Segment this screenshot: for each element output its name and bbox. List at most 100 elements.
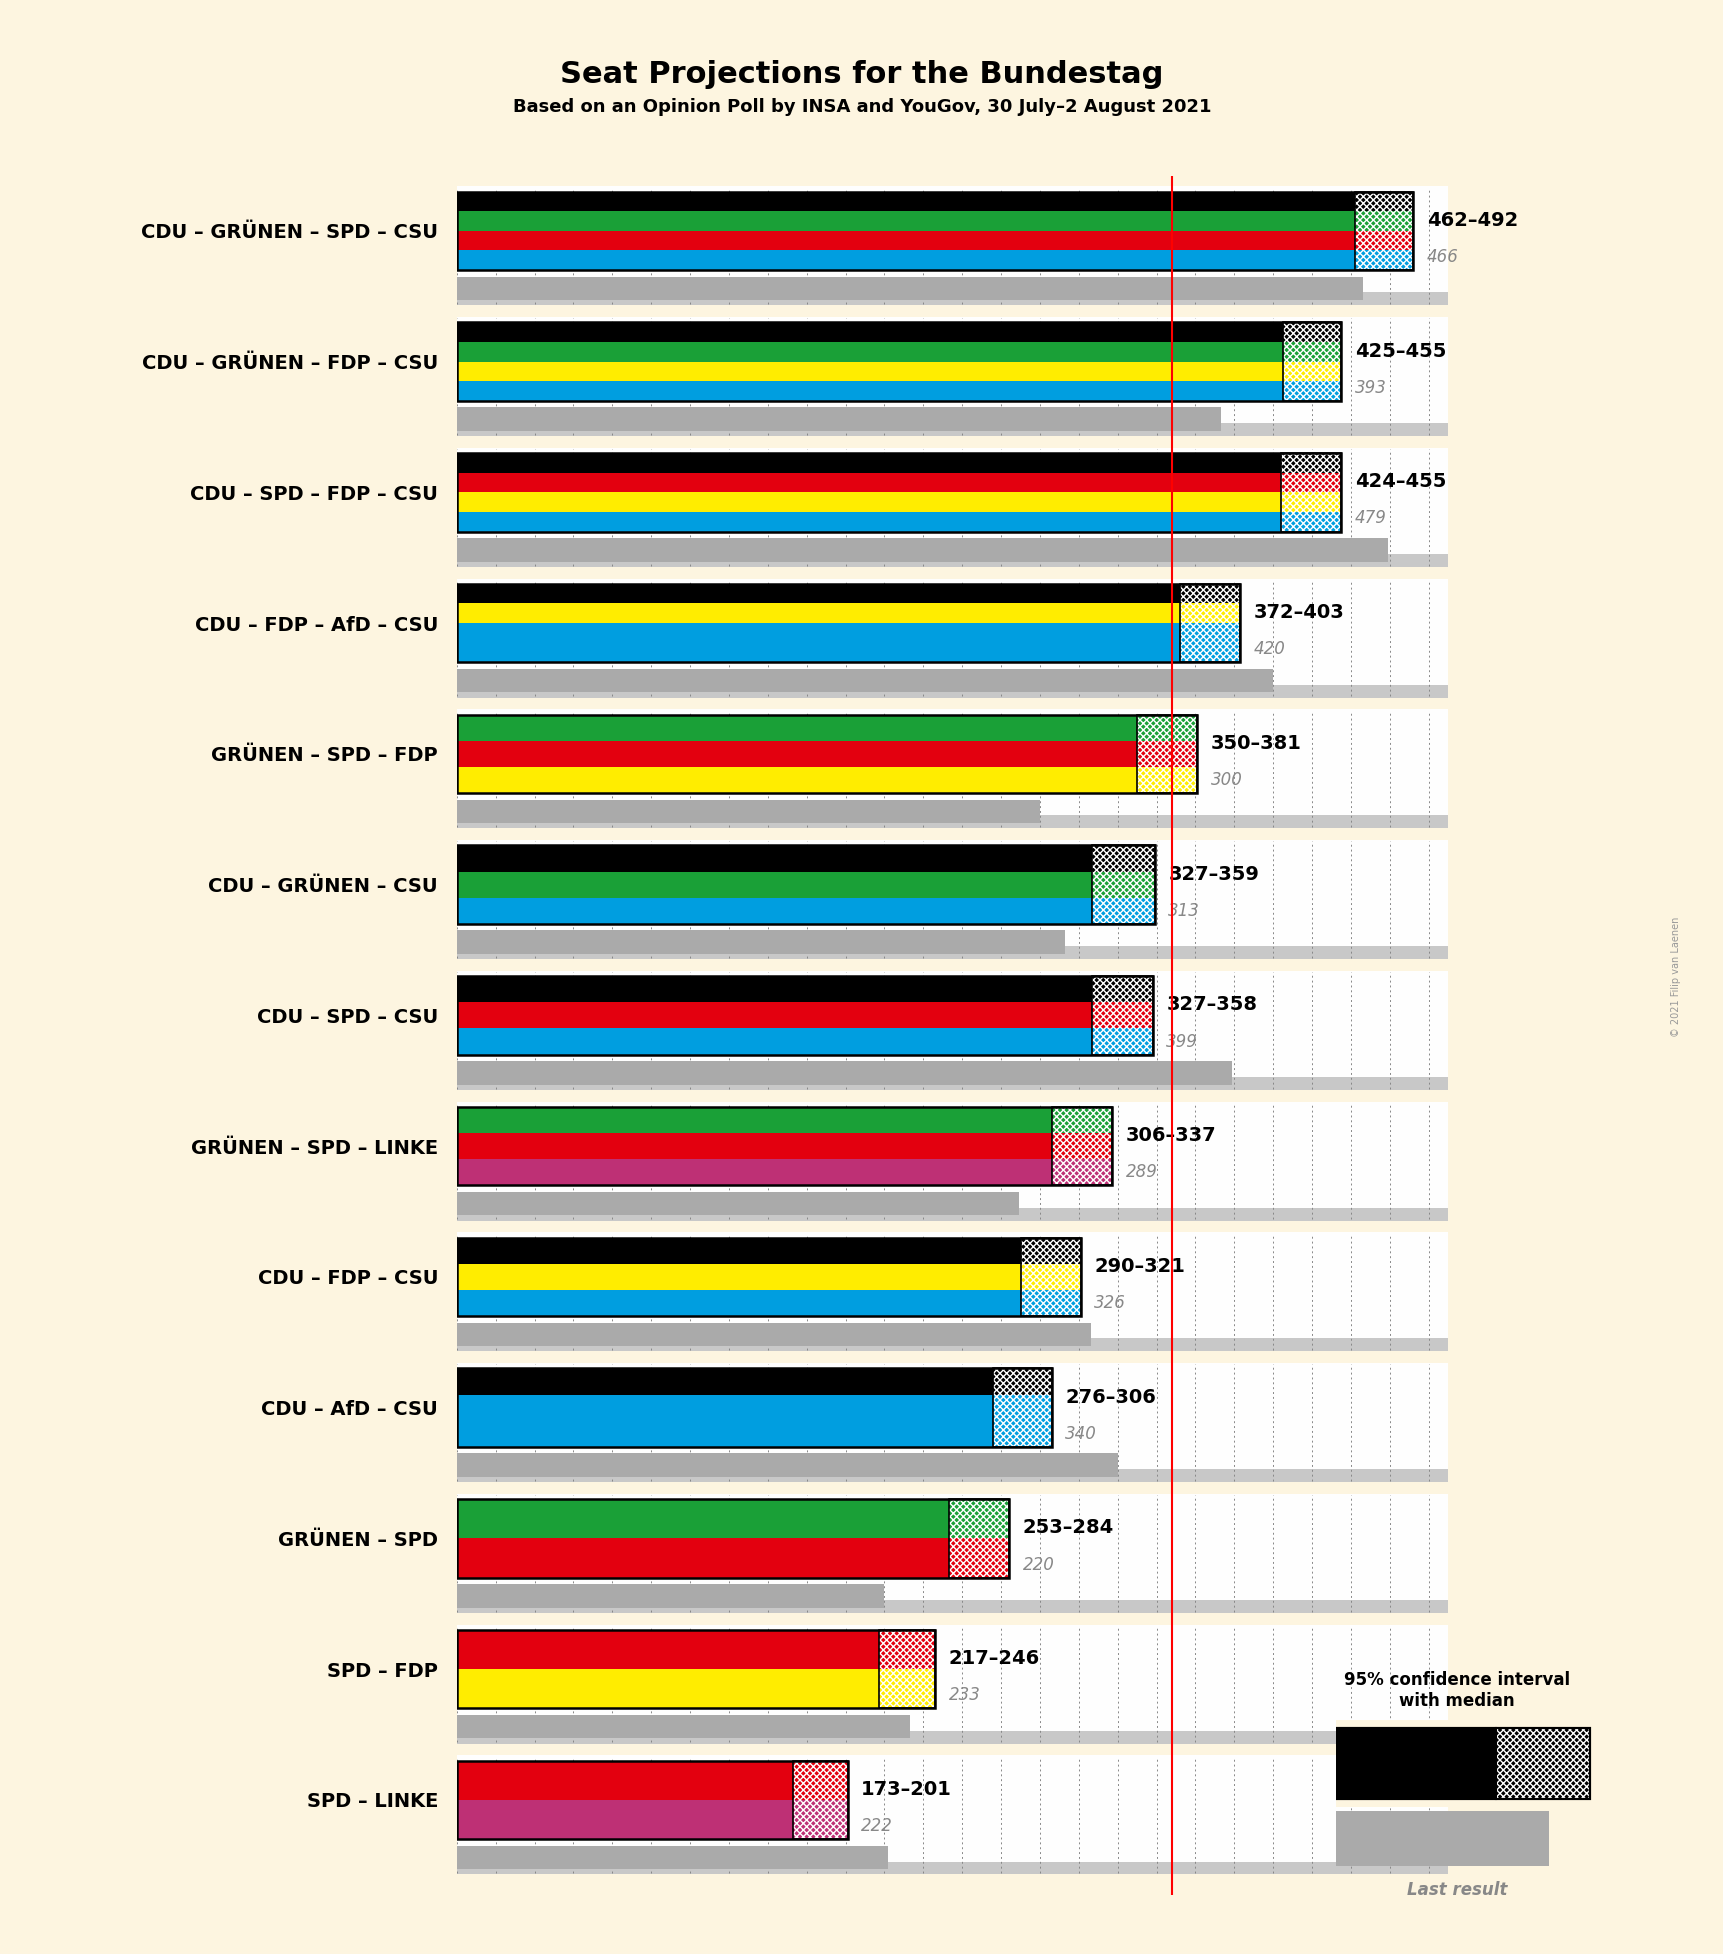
Text: 425–455: 425–455 bbox=[1354, 342, 1446, 361]
Bar bbox=[1282, 322, 1340, 401]
Bar bbox=[457, 1669, 879, 1708]
Text: 420: 420 bbox=[1253, 641, 1285, 658]
Bar bbox=[457, 846, 1154, 924]
Bar bbox=[992, 1421, 1051, 1446]
Bar bbox=[457, 537, 1387, 561]
Bar bbox=[457, 1538, 948, 1577]
Bar bbox=[457, 840, 1447, 946]
Bar bbox=[1282, 361, 1340, 381]
Bar bbox=[457, 1159, 1051, 1186]
Bar bbox=[457, 1338, 1447, 1352]
Text: 479: 479 bbox=[1354, 510, 1385, 528]
Bar bbox=[1092, 1002, 1153, 1028]
Bar bbox=[1137, 766, 1197, 793]
Text: 217–246: 217–246 bbox=[948, 1649, 1039, 1669]
Bar bbox=[1051, 1106, 1111, 1186]
Bar bbox=[1335, 1727, 1589, 1798]
Text: 95% confidence interval
with median: 95% confidence interval with median bbox=[1342, 1671, 1570, 1710]
Bar bbox=[948, 1499, 1008, 1577]
Bar bbox=[1179, 604, 1239, 623]
Bar bbox=[1092, 977, 1153, 1002]
Bar bbox=[1051, 1159, 1111, 1186]
Bar bbox=[457, 623, 1179, 643]
Bar bbox=[793, 1761, 848, 1839]
Bar bbox=[879, 1669, 934, 1708]
Bar bbox=[1020, 1290, 1080, 1317]
Bar bbox=[457, 191, 1413, 270]
Bar bbox=[457, 584, 1239, 662]
Bar bbox=[457, 1102, 1447, 1208]
Bar bbox=[992, 1368, 1051, 1395]
Bar bbox=[457, 1192, 1018, 1215]
Bar bbox=[457, 1469, 1447, 1483]
Bar bbox=[457, 1364, 1447, 1469]
Text: 327–359: 327–359 bbox=[1168, 864, 1258, 883]
Bar bbox=[457, 1368, 992, 1395]
Bar bbox=[1354, 191, 1413, 270]
Bar bbox=[992, 1368, 1051, 1446]
Bar bbox=[457, 799, 1039, 823]
Bar bbox=[1020, 1264, 1080, 1290]
Bar bbox=[457, 1028, 1092, 1055]
Bar bbox=[1282, 322, 1340, 342]
Bar bbox=[457, 1002, 1092, 1028]
Bar bbox=[1051, 1133, 1111, 1159]
Bar bbox=[457, 871, 1092, 897]
Bar bbox=[1092, 846, 1154, 871]
Bar bbox=[1092, 871, 1154, 897]
Bar bbox=[1354, 191, 1413, 211]
Bar bbox=[1179, 584, 1239, 604]
Text: 350–381: 350–381 bbox=[1210, 735, 1301, 752]
Bar bbox=[1179, 643, 1239, 662]
Bar bbox=[1051, 1159, 1111, 1186]
Bar bbox=[1280, 473, 1340, 492]
Text: 462–492: 462–492 bbox=[1427, 211, 1518, 231]
Bar bbox=[1280, 492, 1340, 512]
Bar bbox=[457, 1454, 1117, 1477]
Bar bbox=[1092, 846, 1154, 871]
Bar bbox=[992, 1395, 1051, 1421]
Bar bbox=[457, 406, 1220, 430]
Bar bbox=[457, 643, 1179, 662]
Bar bbox=[457, 1761, 793, 1800]
Bar bbox=[457, 1237, 1020, 1264]
Bar bbox=[948, 1499, 1008, 1538]
Text: 424–455: 424–455 bbox=[1354, 473, 1446, 490]
Bar bbox=[1282, 381, 1340, 401]
Bar bbox=[1282, 361, 1340, 381]
Bar bbox=[948, 1538, 1008, 1577]
Bar bbox=[457, 1106, 1051, 1133]
Bar bbox=[992, 1395, 1051, 1421]
Text: 313: 313 bbox=[1168, 901, 1199, 920]
Text: 253–284: 253–284 bbox=[1022, 1518, 1113, 1538]
Bar bbox=[457, 1600, 1447, 1612]
Bar bbox=[457, 186, 1447, 293]
Bar bbox=[457, 512, 1280, 531]
Bar bbox=[879, 1630, 934, 1669]
Bar bbox=[457, 971, 1447, 1077]
Bar bbox=[457, 191, 1354, 211]
Bar bbox=[1280, 453, 1340, 473]
Bar bbox=[1496, 1727, 1589, 1798]
Bar bbox=[1280, 512, 1340, 531]
Bar bbox=[1179, 604, 1239, 623]
Bar bbox=[1282, 342, 1340, 361]
Bar bbox=[457, 277, 1361, 301]
Bar bbox=[879, 1630, 934, 1708]
Bar bbox=[457, 361, 1282, 381]
Bar bbox=[948, 1499, 1008, 1538]
Bar bbox=[1280, 492, 1340, 512]
Bar bbox=[1280, 453, 1340, 473]
Bar bbox=[1179, 584, 1239, 662]
Bar bbox=[948, 1538, 1008, 1577]
Bar bbox=[1179, 584, 1239, 604]
Bar bbox=[457, 684, 1447, 698]
Bar bbox=[1020, 1237, 1080, 1317]
Bar bbox=[1280, 473, 1340, 492]
Bar bbox=[879, 1669, 934, 1708]
Text: 306–337: 306–337 bbox=[1125, 1126, 1215, 1145]
Bar bbox=[1020, 1237, 1080, 1264]
Bar bbox=[457, 453, 1340, 531]
Bar bbox=[1282, 342, 1340, 361]
Bar bbox=[457, 604, 1179, 623]
